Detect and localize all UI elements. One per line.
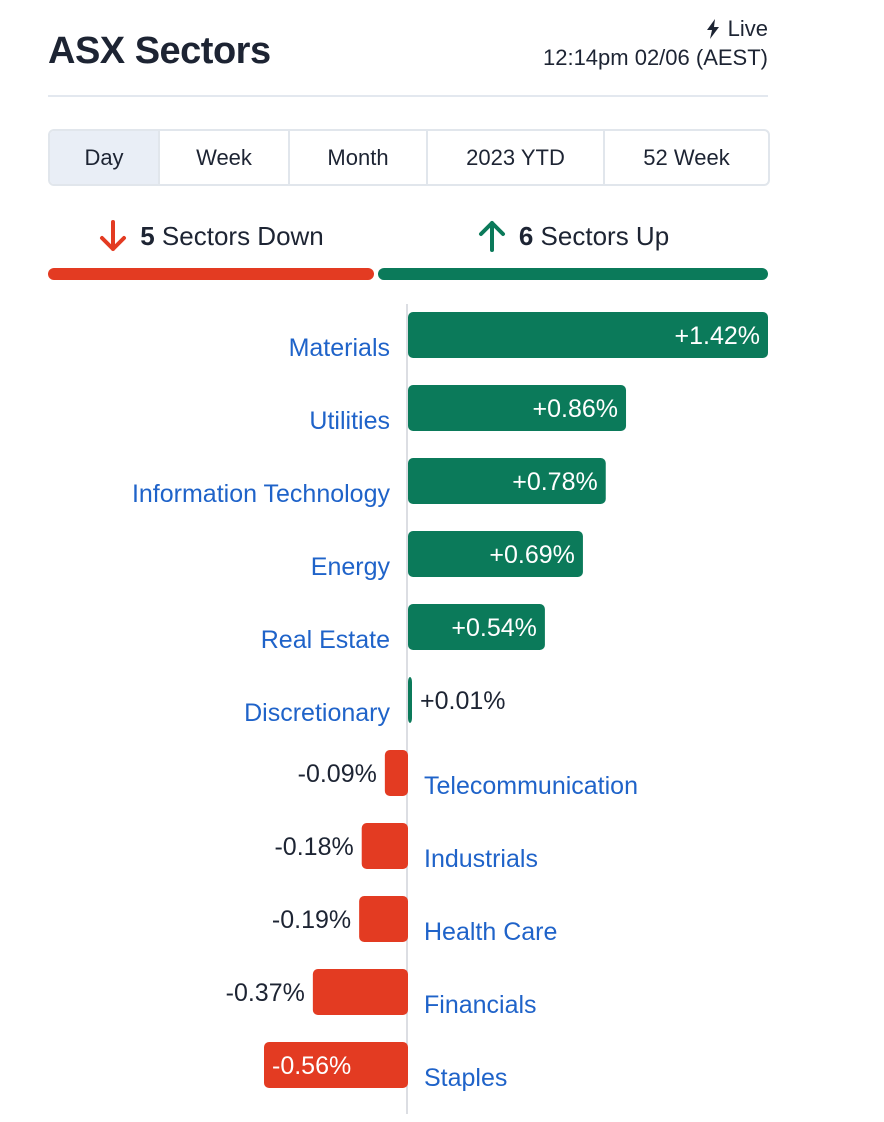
tab-2023-ytd[interactable]: 2023 YTD [428,131,605,184]
tab-month[interactable]: Month [290,131,428,184]
sector-bar-chart: +1.42% Materials +0.86% Utilities +0.78% Info… [132,304,768,1114]
category-label-7: Industrials [424,845,538,873]
category-label-9: Financials [424,991,537,1019]
bar-9 [312,969,408,1015]
bar-7 [361,823,408,869]
tab-52-week[interactable]: 52 Week [643,144,730,170]
value-label-7: -0.18% [274,833,353,861]
sectors-up-summary: 6 Sectors Up [378,214,768,258]
page-title: ASX Sectors [48,30,271,72]
value-label-8: -0.19% [272,906,351,934]
value-label-6: -0.09% [298,760,377,788]
value-label-4: +0.54% [451,614,537,642]
bar-0 [408,312,768,358]
category-label-0: Materials [289,334,390,362]
sectors-down-count: 5 [140,220,155,251]
bar-6 [384,750,408,796]
value-label-9: -0.37% [226,979,305,1007]
sectors-up-count: 6 [518,220,534,251]
value-label-5: +0.01% [420,687,506,715]
bar-5 [408,677,412,723]
category-label-1: Utilities [309,407,390,435]
value-label-1: +0.86% [533,395,619,423]
bar-3 [408,531,583,577]
category-label-3: Energy [311,553,391,581]
bar-10 [264,1042,408,1088]
breadth-bar-down [48,268,374,280]
category-label-5: Discretionary [244,699,390,727]
arrow-down-icon [100,220,127,251]
lightning-bolt-icon [706,18,719,39]
sectors-up-text: Sectors Up [540,220,670,251]
bar-8 [359,896,408,942]
live-label: Live [727,16,768,41]
category-label-10: Staples [424,1064,507,1092]
sectors-down-summary: 5 Sectors Down [48,214,374,258]
value-label-0: +1.42% [675,322,761,350]
bar-2 [408,458,606,504]
category-label-8: Health Care [424,918,557,946]
timestamp: 12:14pm 02/06 (AEST) [542,45,768,70]
period-tabs: Day Week Month 2023 YTD 52 Week [48,129,770,186]
breadth-bar-up [378,268,768,280]
value-label-3: +0.69% [489,541,575,569]
arrow-up-icon [478,221,505,252]
bar-4 [408,604,545,650]
bar-1 [408,385,627,431]
category-label-4: Real Estate [261,626,390,654]
tab-week[interactable]: Week [160,131,290,184]
category-label-2: Information Technology [132,480,391,508]
value-label-2: +0.78% [512,468,598,496]
value-label-10: -0.56% [272,1052,351,1080]
tab-day[interactable]: Day [50,131,160,184]
sectors-down-text: Sectors Down [161,220,324,251]
live-status: Live 12:14pm 02/06 (AEST) [543,14,768,72]
category-label-6: Telecommunication [424,772,638,800]
header-divider [48,95,768,97]
